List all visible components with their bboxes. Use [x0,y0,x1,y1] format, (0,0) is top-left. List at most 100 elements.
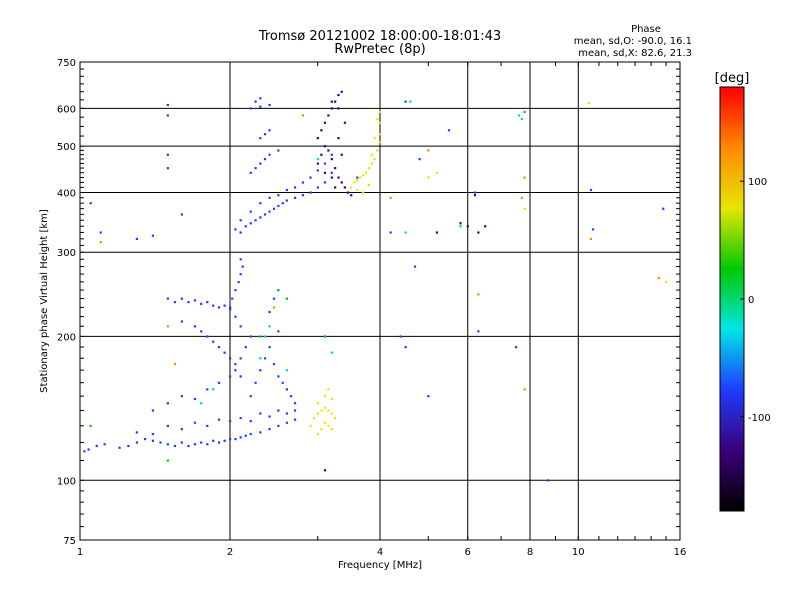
data-point [217,346,221,349]
data-point [217,441,221,444]
data-point [413,265,417,268]
data-point [473,194,477,197]
data-point [159,441,162,444]
data-point [379,110,382,114]
data-point [334,186,337,189]
data-point [665,280,668,284]
y-tick-label: 300 [57,248,76,259]
data-point [166,103,169,107]
data-point [589,237,593,241]
colorbar-label: [deg] [715,71,750,86]
data-point [313,416,316,420]
data-point [520,196,523,199]
data-point [127,444,130,448]
data-point [330,100,333,103]
data-point [327,424,330,428]
data-point [234,228,237,231]
data-point [323,145,327,148]
data-point [350,186,353,189]
data-point [217,306,221,309]
data-point [523,110,526,114]
data-point [323,421,327,424]
data-point [249,420,252,423]
data-point [301,181,305,184]
data-point [234,369,237,372]
data-point [323,121,327,124]
data-point [340,153,343,156]
data-point [173,301,177,304]
data-point [281,381,284,384]
data-point [254,219,257,222]
series-unnamed [99,114,660,391]
colorbar-tick-label: 100 [748,177,767,188]
chart-subtitle: RwPretec (8p) [334,42,425,57]
phase-info-line-o: mean, sd,O: -90.0, 16.1 [574,36,692,47]
data-point [239,231,242,234]
data-point [239,273,242,276]
data-point [477,231,480,234]
data-point [427,149,430,152]
data-point [359,176,362,179]
data-point [268,129,271,132]
data-point [484,225,487,228]
data-point [376,117,379,121]
data-point [281,202,284,205]
data-point [309,191,312,194]
y-tick-label: 100 [57,476,76,487]
data-point [323,162,327,165]
data-point [323,395,327,398]
data-point [259,162,262,165]
data-point [327,388,330,391]
data-point [327,149,330,152]
data-point [259,431,262,434]
data-point [330,153,333,156]
data-point [285,188,288,192]
data-point [285,369,288,372]
data-point [272,306,276,309]
data-point [515,346,518,349]
data-point [263,213,267,216]
data-point [330,412,333,415]
data-point [320,428,323,431]
data-point [404,231,407,234]
data-point [95,444,98,448]
data-point [180,428,183,431]
x-tick-label: 8 [527,547,533,558]
data-point [523,176,526,179]
phase-info-heading: Phase [631,24,661,35]
data-point [249,210,252,213]
data-point [263,133,267,136]
x-tick-label: 6 [465,547,471,558]
y-tick-label: 750 [57,58,76,69]
data-point [337,107,340,110]
data-point [337,137,340,140]
data-point [206,424,209,428]
data-point [277,204,280,208]
data-point [206,443,209,446]
data-point [330,351,333,354]
data-point [285,388,288,391]
data-point [239,416,242,420]
x-tick-label: 2 [227,547,233,558]
data-point [249,222,252,225]
data-point [277,194,280,197]
data-point [301,114,305,117]
data-point [237,280,240,284]
data-point [330,428,333,431]
data-point [89,202,92,205]
data-point [229,357,232,360]
data-point [418,158,421,161]
data-point [166,325,169,328]
data-point [323,469,327,472]
data-point [187,301,190,304]
data-point [323,181,327,184]
grid-lines [80,62,680,540]
data-point [212,388,215,391]
data-point [362,174,365,177]
data-point [376,149,379,152]
data-point [277,409,280,412]
data-point [320,153,323,156]
data-point [249,171,252,174]
colorbar-tick-label: -100 [748,413,771,424]
data-point [229,437,232,441]
